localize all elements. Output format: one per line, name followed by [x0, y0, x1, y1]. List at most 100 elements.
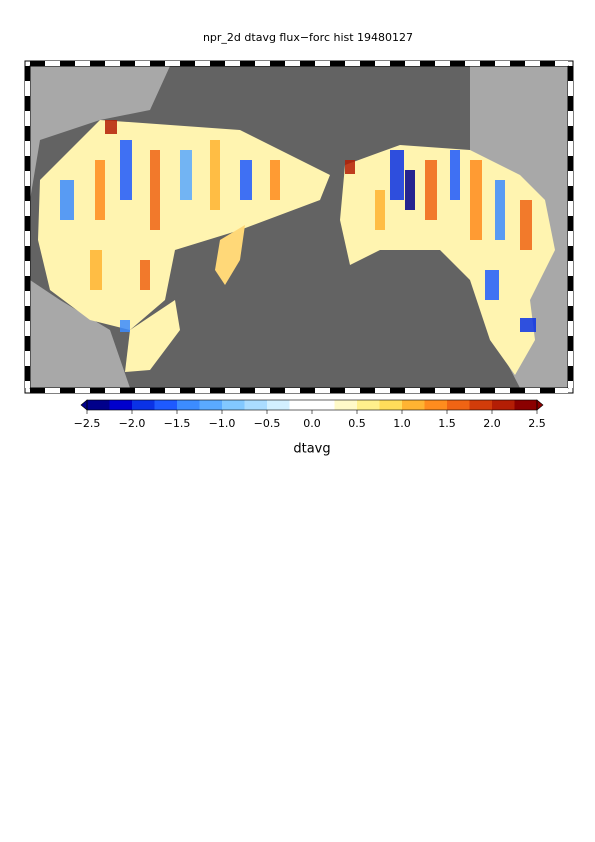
border-cell [25, 366, 30, 381]
border-cell [30, 61, 45, 66]
border-cell [300, 388, 315, 393]
border-cell [25, 81, 30, 96]
border-cell [540, 61, 555, 66]
border-cell [568, 66, 573, 81]
colorbar-bin [312, 400, 335, 410]
colorbar-tick-label: 2.0 [483, 417, 501, 430]
border-cell [120, 388, 135, 393]
border-cell [568, 216, 573, 231]
colorbar-tick-label: −0.5 [254, 417, 281, 430]
border-cell [568, 366, 573, 381]
border-cell [568, 201, 573, 216]
border-cell [568, 381, 573, 388]
data-pattern [60, 120, 536, 332]
border-cell [120, 61, 135, 66]
border-cell [25, 66, 30, 81]
border-cell [240, 61, 255, 66]
border-cell [90, 61, 105, 66]
colorbar-bin [514, 400, 538, 410]
border-cell [90, 388, 105, 393]
border-cell [450, 61, 465, 66]
border-cell [25, 246, 30, 261]
border-cell [525, 388, 540, 393]
border-cell [330, 388, 345, 393]
border-cell [255, 61, 270, 66]
border-cell [25, 381, 30, 388]
colorbar-label: dtavg [293, 442, 330, 457]
border-cell [25, 291, 30, 306]
border-cell [568, 306, 573, 321]
border-cell [60, 61, 75, 66]
border-cell [75, 388, 90, 393]
border-cell [375, 61, 390, 66]
colorbar-tick-label: 2.5 [528, 417, 546, 430]
border-cell [25, 276, 30, 291]
border-cell [135, 388, 150, 393]
colorbar-tick-label: 0.0 [303, 417, 321, 430]
border-cell [568, 156, 573, 171]
border-cell [270, 61, 285, 66]
colorbar-tick-label: 1.0 [393, 417, 411, 430]
border-cell [390, 388, 405, 393]
border-cell [25, 261, 30, 276]
colorbar-bin [199, 400, 223, 410]
colorbar-bin [244, 400, 268, 410]
border-cell [568, 231, 573, 246]
border-cell [25, 171, 30, 186]
border-cell [568, 246, 573, 261]
border-cell [568, 351, 573, 366]
border-cell [360, 61, 375, 66]
border-cell [225, 61, 240, 66]
border-cell [195, 61, 210, 66]
colorbar-bin [177, 400, 200, 410]
data-region [125, 300, 180, 372]
border-cell [270, 388, 285, 393]
land [30, 280, 130, 388]
colorbar-tick-label: −1.5 [164, 417, 191, 430]
border-cell [225, 388, 240, 393]
border-cell [568, 81, 573, 96]
colorbar-tick-label: 1.5 [438, 417, 456, 430]
border-cell [465, 388, 480, 393]
border-cell [25, 231, 30, 246]
border-cell [315, 61, 330, 66]
border-cell [465, 61, 480, 66]
border-cell [180, 388, 195, 393]
colorbar-tick-label: −2.5 [74, 417, 101, 430]
colorbar-end [536, 399, 544, 411]
border-cell [45, 61, 60, 66]
border-cell [285, 388, 300, 393]
border-cell [345, 388, 360, 393]
border-cell [25, 111, 30, 126]
land [30, 66, 170, 200]
colorbar: −2.5 −2.0 −1.5 −1.0 −0.5 0.0 0.5 1.0 1.5 2.0 2.5 [74, 399, 546, 430]
border-cell [25, 201, 30, 216]
border-cell [75, 61, 90, 66]
border-cell [25, 306, 30, 321]
border-cell [495, 61, 510, 66]
border-cell [405, 61, 420, 66]
border-cell [165, 388, 180, 393]
border-cell [255, 388, 270, 393]
border-cell [25, 126, 30, 141]
map-border [24, 60, 574, 394]
border-cell [25, 351, 30, 366]
colorbar-bin [222, 400, 245, 410]
border-cell [345, 61, 360, 66]
border-cell [420, 388, 435, 393]
colorbar-bin [334, 400, 358, 410]
border-cell [45, 388, 60, 393]
colorbar-bin [447, 400, 470, 410]
map-title: npr_2d dtavg flux−forc hist 19480127 [203, 31, 413, 44]
border-cell [315, 388, 330, 393]
border-cell [568, 261, 573, 276]
border-cell [568, 126, 573, 141]
border-cell [568, 111, 573, 126]
border-cell [105, 61, 120, 66]
border-cell [300, 61, 315, 66]
colorbar-bin [469, 400, 493, 410]
colorbar-bin [492, 400, 515, 410]
border-cell [195, 388, 210, 393]
border-cell [360, 388, 375, 393]
